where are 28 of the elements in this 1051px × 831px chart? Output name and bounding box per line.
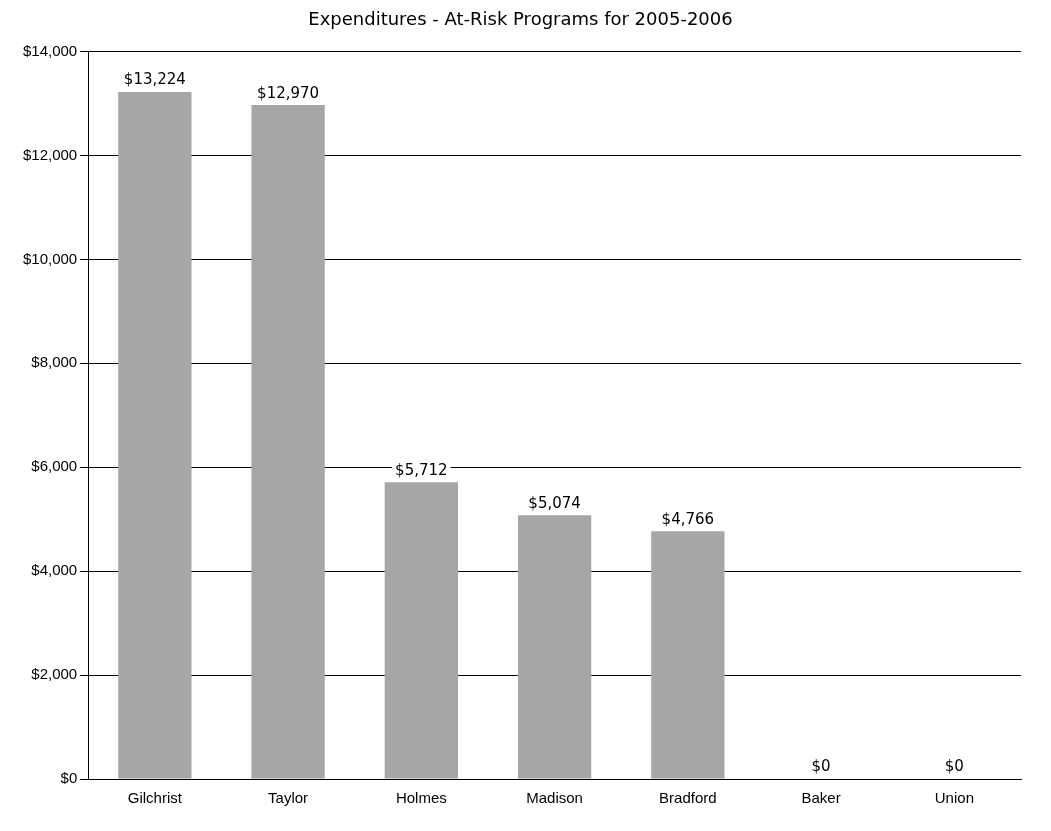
y-tick-label: $4,000: [31, 561, 78, 579]
data-label: $12,970: [257, 83, 320, 102]
bar: [118, 91, 192, 779]
y-tick-label: $6,000: [31, 457, 78, 475]
data-label: $4,766: [661, 509, 715, 528]
data-label: $5,074: [528, 493, 581, 512]
data-label: $0: [944, 757, 964, 776]
bar: [517, 515, 592, 779]
data-label: $13,224: [123, 70, 186, 89]
y-tick-label: $8,000: [31, 353, 78, 371]
y-tick-label: $14,000: [22, 41, 78, 59]
data-label: $0: [811, 757, 831, 776]
x-tick-label: Bradford: [659, 789, 717, 807]
chart-title: Expenditures - At-Risk Programs for 2005-2006: [308, 8, 733, 30]
x-tick-label: Gilchrist: [127, 789, 183, 807]
x-tick-label: Holmes: [395, 789, 447, 807]
y-tick-label: $0: [60, 769, 78, 787]
bar: [651, 531, 725, 779]
bar: [251, 105, 325, 779]
y-tick-label: $2,000: [31, 665, 78, 683]
y-tick-label: $10,000: [22, 249, 78, 267]
x-tick-label: Union: [934, 789, 974, 807]
data-label: $5,712: [395, 460, 448, 479]
y-tick-label: $12,000: [22, 145, 78, 163]
bar: [384, 482, 458, 779]
x-tick-label: Baker: [801, 789, 841, 807]
x-tick-label: Madison: [526, 789, 583, 807]
x-tick-label: Taylor: [268, 789, 309, 807]
